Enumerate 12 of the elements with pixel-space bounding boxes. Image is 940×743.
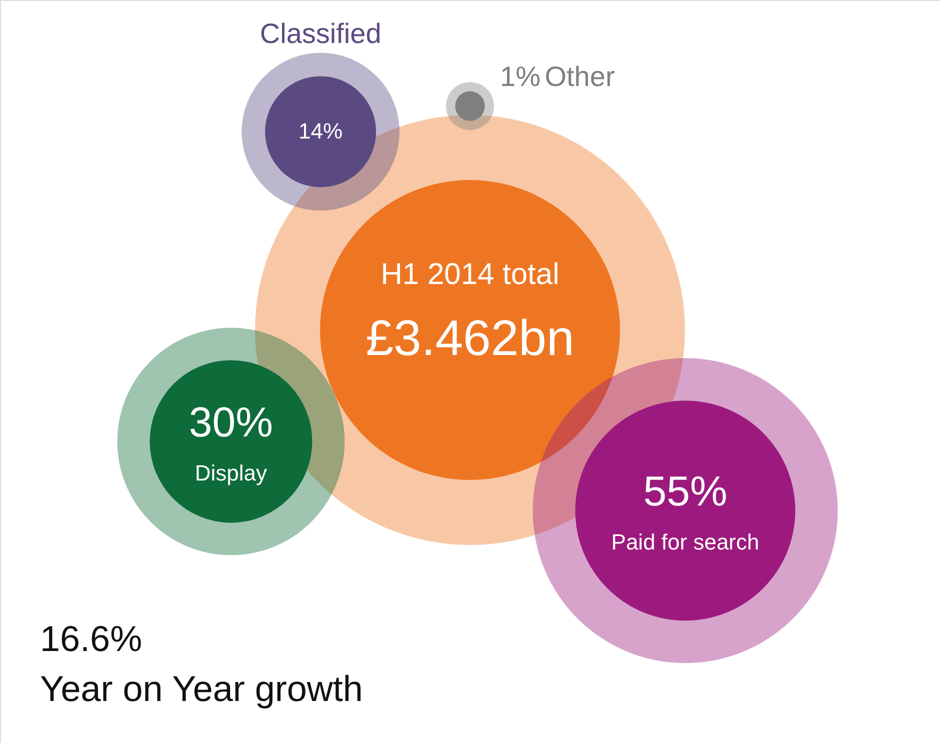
category-label: Other xyxy=(544,61,615,92)
category-label: Display xyxy=(194,460,268,486)
text: £3.462bn xyxy=(366,310,574,366)
text: H1 2014 total xyxy=(380,258,560,291)
data-label: 30% xyxy=(188,398,273,446)
text: Year on Year growth xyxy=(40,668,363,709)
text: 16.6% xyxy=(40,618,142,659)
data-label: 55% xyxy=(643,468,728,515)
category-label: Paid for search xyxy=(611,530,760,555)
data-label: 14% xyxy=(298,118,343,144)
data-label: 1% xyxy=(500,61,540,92)
category-label: Classified xyxy=(260,18,382,49)
